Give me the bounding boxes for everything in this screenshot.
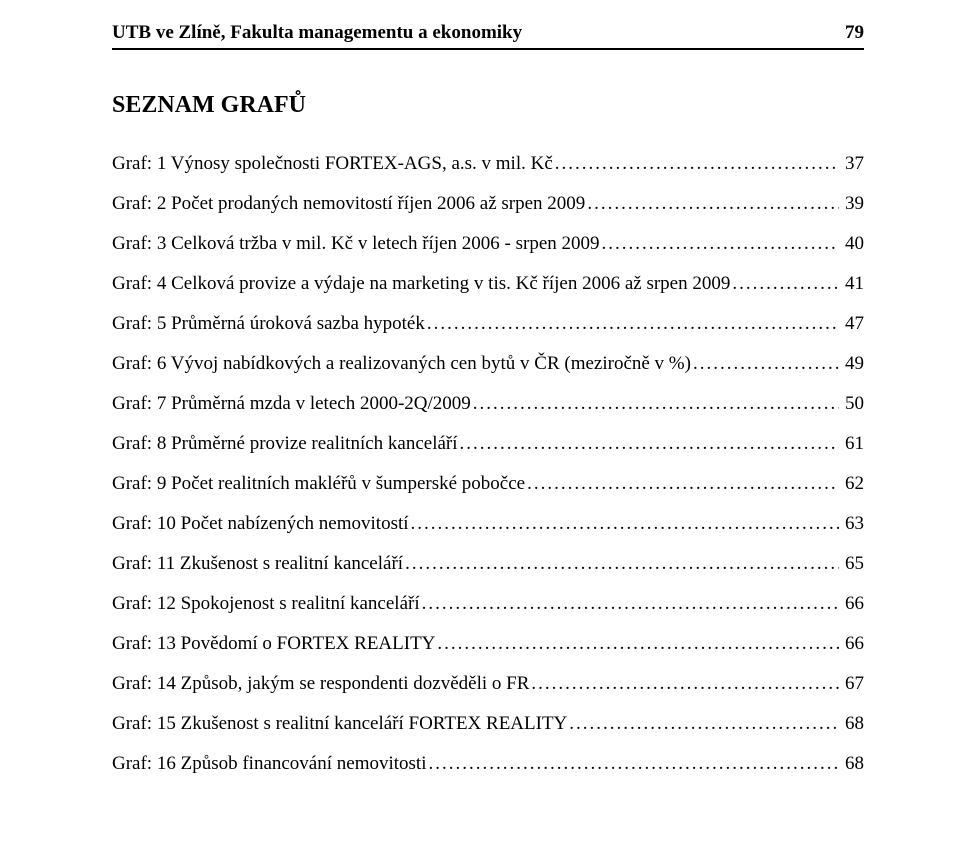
toc-row: Graf: 12 Spokojenost s realitní kancelář… xyxy=(112,593,864,615)
toc-leader xyxy=(693,353,839,375)
toc-leader xyxy=(411,513,839,535)
toc-row: Graf: 5 Průměrná úroková sazba hypoték 4… xyxy=(112,313,864,335)
toc-page: 66 xyxy=(841,633,864,655)
document-page: UTB ve Zlíně, Fakulta managementu a ekon… xyxy=(0,0,960,844)
toc-label: Graf: 9 Počet realitních makléřů v šumpe… xyxy=(112,473,525,495)
toc-leader xyxy=(437,633,839,655)
toc-row: Graf: 9 Počet realitních makléřů v šumpe… xyxy=(112,473,864,495)
toc-page: 47 xyxy=(841,313,864,335)
toc-page: 40 xyxy=(841,233,864,255)
toc-label: Graf: 13 Povědomí o FORTEX REALITY xyxy=(112,633,435,655)
toc-row: Graf: 3 Celková tržba v mil. Kč v letech… xyxy=(112,233,864,255)
running-head-left: UTB ve Zlíně, Fakulta managementu a ekon… xyxy=(112,22,522,44)
toc-leader xyxy=(527,473,839,495)
toc-row: Graf: 10 Počet nabízených nemovitostí 63 xyxy=(112,513,864,535)
toc-page: 61 xyxy=(841,433,864,455)
toc-row: Graf: 4 Celková provize a výdaje na mark… xyxy=(112,273,864,295)
toc-label: Graf: 7 Průměrná mzda v letech 2000-2Q/2… xyxy=(112,393,471,415)
toc-leader xyxy=(427,313,839,335)
toc-label: Graf: 1 Výnosy společnosti FORTEX-AGS, a… xyxy=(112,153,553,175)
toc-page: 62 xyxy=(841,473,864,495)
toc-page: 50 xyxy=(841,393,864,415)
toc-leader xyxy=(732,273,839,295)
running-head-pagenum: 79 xyxy=(845,22,864,44)
toc-row: Graf: 1 Výnosy společnosti FORTEX-AGS, a… xyxy=(112,153,864,175)
toc-page: 63 xyxy=(841,513,864,535)
toc-label: Graf: 3 Celková tržba v mil. Kč v letech… xyxy=(112,233,600,255)
toc-label: Graf: 10 Počet nabízených nemovitostí xyxy=(112,513,409,535)
toc-row: Graf: 15 Zkušenost s realitní kanceláří … xyxy=(112,713,864,735)
toc-label: Graf: 16 Způsob financování nemovitosti xyxy=(112,753,427,775)
toc-leader xyxy=(569,713,839,735)
toc-label: Graf: 2 Počet prodaných nemovitostí říje… xyxy=(112,193,585,215)
toc-label: Graf: 11 Zkušenost s realitní kanceláří xyxy=(112,553,403,575)
toc-leader xyxy=(405,553,839,575)
toc-leader xyxy=(460,433,839,455)
toc-row: Graf: 7 Průměrná mzda v letech 2000-2Q/2… xyxy=(112,393,864,415)
toc-label: Graf: 12 Spokojenost s realitní kancelář… xyxy=(112,593,420,615)
toc-label: Graf: 8 Průměrné provize realitních kanc… xyxy=(112,433,458,455)
toc-page: 68 xyxy=(841,753,864,775)
toc-page: 39 xyxy=(841,193,864,215)
toc-page: 65 xyxy=(841,553,864,575)
toc-label: Graf: 4 Celková provize a výdaje na mark… xyxy=(112,273,730,295)
toc-page: 49 xyxy=(841,353,864,375)
toc-leader xyxy=(473,393,839,415)
toc-row: Graf: 11 Zkušenost s realitní kanceláří … xyxy=(112,553,864,575)
toc-row: Graf: 13 Povědomí o FORTEX REALITY 66 xyxy=(112,633,864,655)
toc-leader xyxy=(555,153,839,175)
toc-leader xyxy=(602,233,839,255)
toc-page: 67 xyxy=(841,673,864,695)
toc-label: Graf: 5 Průměrná úroková sazba hypoték xyxy=(112,313,425,335)
toc-row: Graf: 8 Průměrné provize realitních kanc… xyxy=(112,433,864,455)
list-of-figures: Graf: 1 Výnosy společnosti FORTEX-AGS, a… xyxy=(112,153,864,775)
toc-leader xyxy=(531,673,839,695)
toc-leader xyxy=(587,193,839,215)
toc-row: Graf: 16 Způsob financování nemovitosti … xyxy=(112,753,864,775)
toc-row: Graf: 2 Počet prodaných nemovitostí říje… xyxy=(112,193,864,215)
toc-leader xyxy=(422,593,839,615)
toc-page: 41 xyxy=(841,273,864,295)
section-title: SEZNAM GRAFŮ xyxy=(112,92,864,119)
running-head: UTB ve Zlíně, Fakulta managementu a ekon… xyxy=(112,22,864,50)
toc-row: Graf: 14 Způsob, jakým se respondenti do… xyxy=(112,673,864,695)
toc-label: Graf: 14 Způsob, jakým se respondenti do… xyxy=(112,673,529,695)
toc-page: 68 xyxy=(841,713,864,735)
toc-label: Graf: 6 Vývoj nabídkových a realizovanýc… xyxy=(112,353,691,375)
toc-page: 37 xyxy=(841,153,864,175)
toc-label: Graf: 15 Zkušenost s realitní kanceláří … xyxy=(112,713,567,735)
toc-page: 66 xyxy=(841,593,864,615)
toc-leader xyxy=(429,753,840,775)
toc-row: Graf: 6 Vývoj nabídkových a realizovanýc… xyxy=(112,353,864,375)
